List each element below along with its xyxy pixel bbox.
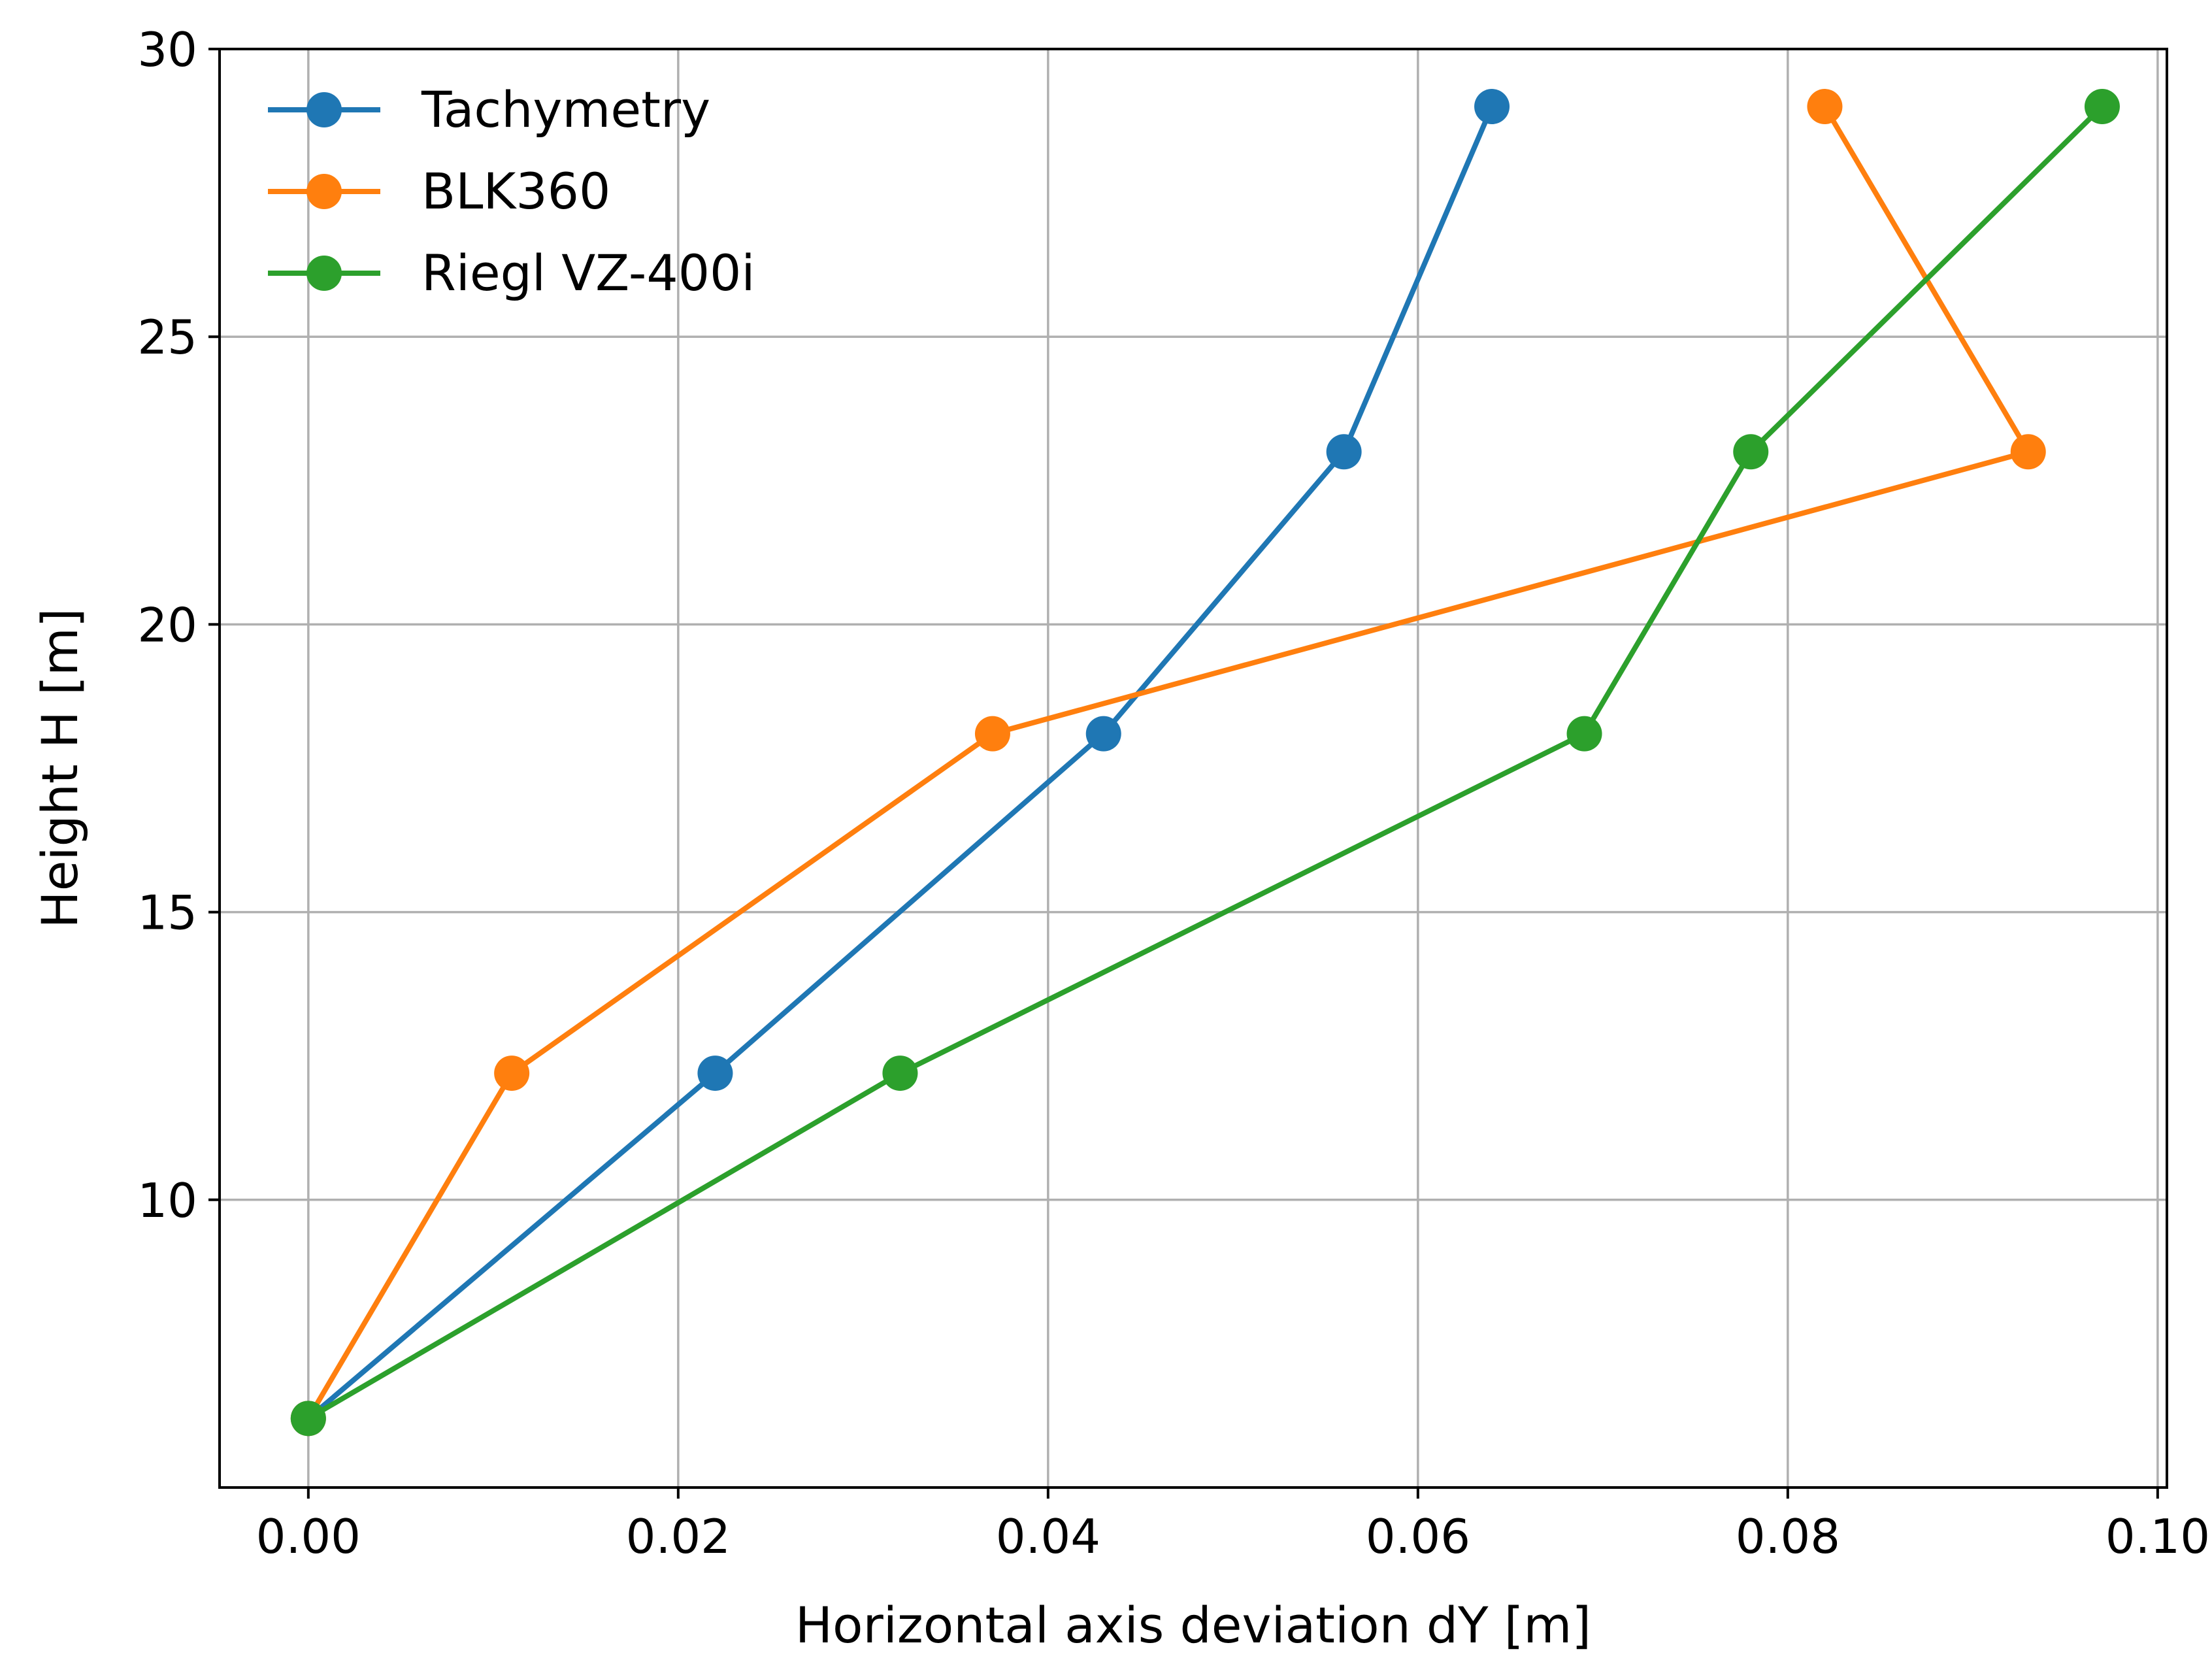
data-point xyxy=(1807,89,1843,125)
x-tick-label: 0.00 xyxy=(256,1509,361,1564)
plot-area-frame xyxy=(218,48,2168,1489)
data-point xyxy=(1085,716,1121,752)
y-tick-label: 10 xyxy=(137,1173,197,1228)
data-point xyxy=(494,1056,530,1091)
x-tick-label: 0.10 xyxy=(2105,1509,2210,1564)
data-point xyxy=(974,716,1010,752)
legend-label: BLK360 xyxy=(421,162,610,220)
data-point xyxy=(1566,716,1602,752)
data-point xyxy=(1733,434,1769,470)
legend: Tachymetry BLK360 Riegl VZ-400i xyxy=(268,80,755,302)
y-tick-label: 20 xyxy=(137,597,197,652)
y-axis-label: Height H [m] xyxy=(31,608,89,928)
data-point xyxy=(2010,434,2046,470)
legend-item: Riegl VZ-400i xyxy=(268,244,755,302)
x-tick-label: 0.02 xyxy=(626,1509,731,1564)
y-tick-label: 30 xyxy=(137,22,197,77)
legend-label: Riegl VZ-400i xyxy=(421,244,755,302)
legend-item: BLK360 xyxy=(268,162,610,220)
legend-marker xyxy=(306,256,342,291)
y-tick-label: 15 xyxy=(137,886,197,940)
data-point xyxy=(882,1056,918,1091)
data-point xyxy=(1474,89,1510,125)
data-point xyxy=(2084,89,2120,125)
data-point xyxy=(290,1401,326,1437)
series-group xyxy=(290,89,2120,1437)
legend-item: Tachymetry xyxy=(268,80,710,139)
x-tick-label: 0.08 xyxy=(1736,1509,1840,1564)
legend-label: Tachymetry xyxy=(421,80,710,139)
data-point xyxy=(697,1056,733,1091)
legend-marker xyxy=(306,174,342,209)
series-riegl-vz-400i xyxy=(290,89,2120,1437)
x-axis-label: Horizontal axis deviation dY [m] xyxy=(795,1596,1591,1654)
data-point xyxy=(1326,434,1362,470)
legend-marker xyxy=(306,92,342,127)
y-tick-label: 25 xyxy=(137,310,197,365)
axis-ticks: 0.00 0.02 0.04 0.06 0.08 0.10 10 15 20 25 30 xyxy=(137,22,2210,1564)
x-tick-label: 0.04 xyxy=(996,1509,1100,1564)
x-tick-label: 0.06 xyxy=(1366,1509,1470,1564)
